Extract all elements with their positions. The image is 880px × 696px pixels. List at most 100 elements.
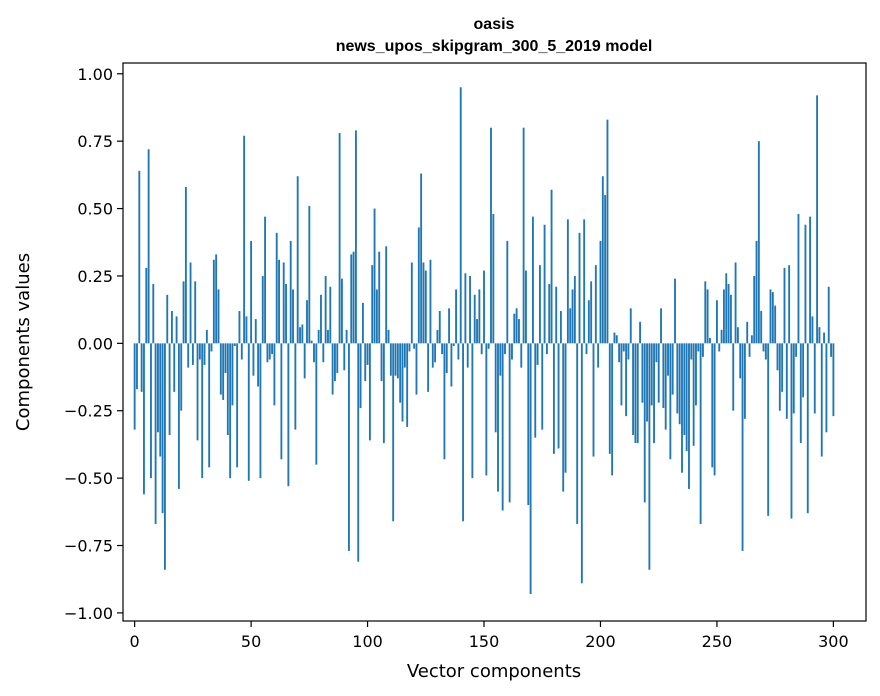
bar xyxy=(573,275,576,344)
bar xyxy=(187,343,190,368)
x-tick-label: 100 xyxy=(352,632,383,651)
bar xyxy=(650,343,653,406)
bar xyxy=(781,343,784,392)
bar xyxy=(778,343,781,411)
bar xyxy=(497,343,499,492)
bar xyxy=(788,265,791,344)
bar xyxy=(557,343,560,449)
x-axis-label: Vector components xyxy=(407,661,581,682)
bar xyxy=(678,343,681,425)
bar xyxy=(711,343,714,468)
bar xyxy=(515,308,518,344)
bar xyxy=(776,343,779,371)
bar xyxy=(352,251,355,344)
bar xyxy=(322,343,325,363)
bars-group xyxy=(133,87,835,595)
bar xyxy=(704,281,707,344)
bar xyxy=(597,343,600,368)
bar xyxy=(238,311,241,344)
bar xyxy=(254,319,257,344)
bar xyxy=(473,294,476,344)
bar xyxy=(313,343,315,363)
bar xyxy=(145,267,148,344)
bar xyxy=(783,267,786,344)
bar xyxy=(636,343,639,444)
bar xyxy=(387,329,390,344)
bar xyxy=(424,270,427,344)
bar xyxy=(303,343,306,379)
bar xyxy=(157,343,159,433)
bar xyxy=(389,343,392,376)
chart-title: oasis xyxy=(474,16,515,33)
bar xyxy=(252,343,255,376)
bar xyxy=(590,281,593,344)
bar xyxy=(525,270,527,344)
bar xyxy=(445,343,448,373)
bar xyxy=(660,308,662,344)
bar xyxy=(457,343,460,360)
bar xyxy=(159,343,162,457)
bar xyxy=(189,262,192,344)
bar xyxy=(604,195,607,344)
bar xyxy=(520,343,523,368)
bar xyxy=(401,343,404,422)
bar xyxy=(818,327,821,344)
bar xyxy=(371,265,374,344)
bar xyxy=(795,343,798,357)
bar xyxy=(830,343,832,357)
chart-subtitle: news_upos_skipgram_300_5_2019 model xyxy=(336,38,653,55)
bar xyxy=(336,343,339,373)
bar xyxy=(564,343,567,473)
bar xyxy=(147,149,150,344)
bar xyxy=(601,176,604,344)
bar xyxy=(166,294,169,344)
bar xyxy=(490,127,492,344)
y-tick-label: −0.75 xyxy=(64,537,113,556)
bar xyxy=(196,343,199,441)
y-tick-label: −0.50 xyxy=(64,469,113,488)
bar xyxy=(499,343,502,376)
bar xyxy=(494,343,497,433)
bar xyxy=(441,343,444,355)
y-tick-label: 0.75 xyxy=(77,132,113,151)
bar xyxy=(320,294,322,344)
bar xyxy=(569,308,572,344)
bar xyxy=(646,343,648,422)
bar xyxy=(338,133,341,344)
x-tick-label: 300 xyxy=(818,632,849,651)
bar xyxy=(415,343,418,395)
bar xyxy=(170,311,173,344)
bar xyxy=(625,343,628,417)
bar xyxy=(448,308,451,344)
bar xyxy=(394,343,397,376)
bar xyxy=(438,311,441,344)
bar xyxy=(806,343,809,514)
bar xyxy=(613,332,616,344)
bar xyxy=(243,135,246,344)
bar xyxy=(716,300,718,344)
bar xyxy=(259,343,262,479)
bar xyxy=(478,289,481,344)
bar xyxy=(674,278,676,344)
bar xyxy=(224,343,227,373)
bar xyxy=(136,343,138,390)
bar xyxy=(217,289,220,344)
bar xyxy=(417,227,420,344)
bar xyxy=(247,343,250,481)
bar xyxy=(359,343,362,409)
bar xyxy=(366,343,369,365)
bar xyxy=(741,343,744,551)
bar xyxy=(180,343,183,411)
bar xyxy=(469,275,471,344)
x-tick-label: 150 xyxy=(469,632,500,651)
bar xyxy=(702,343,704,357)
bar xyxy=(273,343,276,406)
bar xyxy=(534,343,537,438)
bar xyxy=(182,281,185,344)
bar xyxy=(282,262,285,344)
bar xyxy=(627,343,630,360)
bar xyxy=(443,343,446,460)
bar xyxy=(774,305,777,344)
bar xyxy=(531,216,534,344)
bar xyxy=(364,343,367,382)
